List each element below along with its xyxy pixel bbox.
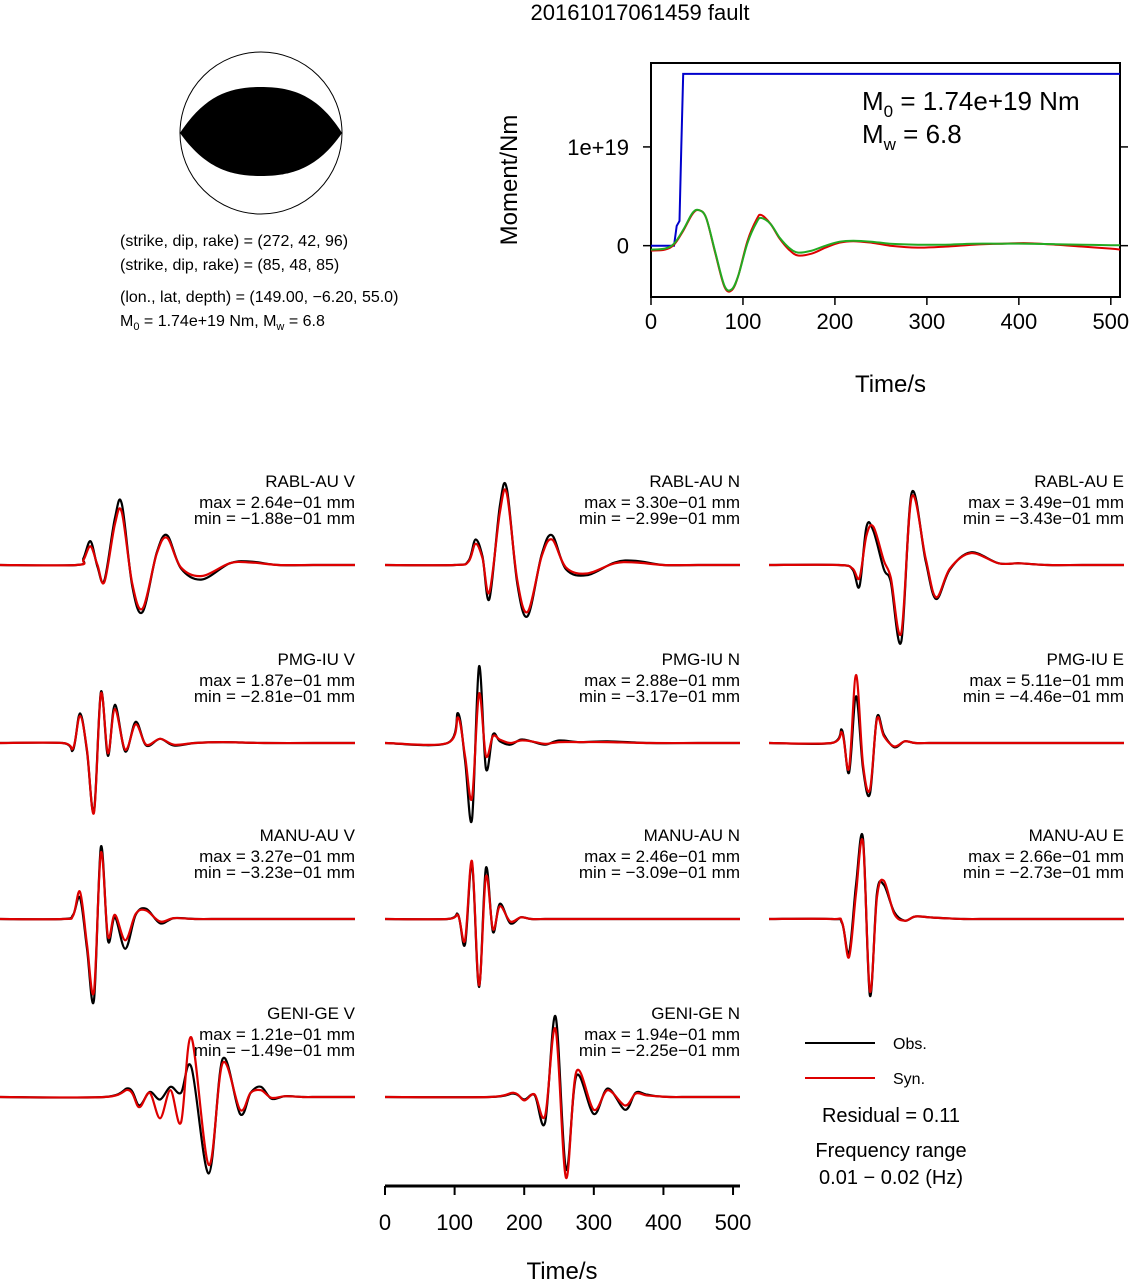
station-label: GENI-GE N [651, 1004, 740, 1023]
frequency-title: Frequency range [815, 1140, 966, 1162]
max-amplitude-label: max = 3.30e−01 mm [584, 493, 740, 512]
synthetic-trace [768, 494, 1124, 637]
max-amplitude-label: max = 2.88e−01 mm [584, 671, 740, 690]
min-amplitude-label: min = −2.81e−01 mm [194, 687, 355, 706]
max-amplitude-label: max = 2.46e−01 mm [584, 847, 740, 866]
legend-syn-label: Syn. [893, 1071, 925, 1088]
min-amplitude-label: min = −4.46e−01 mm [963, 687, 1124, 706]
max-amplitude-label: max = 3.49e−01 mm [968, 493, 1124, 512]
moment-x-tick-label: 500 [1092, 309, 1129, 334]
mechanism-moment-line: M0 = 1.74e+19 Nm, Mw = 6.8 [120, 313, 325, 333]
waveform-x-tick-label: 300 [575, 1210, 612, 1235]
observed-trace [768, 695, 1124, 798]
moment-annotation-m0: M0 = 1.74e+19 Nm [862, 86, 1080, 121]
moment-x-tick-label: 400 [1000, 309, 1037, 334]
moment-plot: 0 100 200 300 400 500 0 1e+19 Time/s Moment/Nm M0 … [496, 62, 1129, 398]
waveform-x-label: Time/s [526, 1258, 597, 1281]
min-amplitude-label: min = −3.23e−01 mm [194, 863, 355, 882]
waveform-x-tick-label: 400 [645, 1210, 682, 1235]
min-amplitude-label: min = −2.25e−01 mm [579, 1041, 740, 1060]
station-label: RABL-AU V [265, 472, 355, 491]
station-label: MANU-AU V [260, 826, 356, 845]
min-amplitude-label: min = −3.43e−01 mm [963, 509, 1124, 528]
station-label: MANU-AU E [1029, 826, 1124, 845]
observed-trace [384, 481, 740, 618]
station-label: PMG-IU V [278, 650, 356, 669]
synthetic-trace [384, 488, 740, 614]
waveform-x-tick-label: 100 [436, 1210, 473, 1235]
max-amplitude-label: max = 2.66e−01 mm [968, 847, 1124, 866]
min-amplitude-label: min = −1.49e−01 mm [194, 1041, 355, 1060]
synthetic-trace [768, 838, 1124, 993]
synthetic-trace [768, 673, 1124, 793]
max-amplitude-label: max = 1.87e−01 mm [199, 671, 355, 690]
synthetic-trace [0, 507, 355, 611]
max-amplitude-label: max = 1.21e−01 mm [199, 1025, 355, 1044]
synthetic-trace [0, 1036, 355, 1167]
waveform-x-tick-label: 200 [506, 1210, 543, 1235]
synthetic-trace [384, 860, 740, 987]
synthetic-trace [0, 691, 355, 815]
moment-x-tick-label: 100 [725, 309, 762, 334]
max-amplitude-label: max = 1.94e−01 mm [584, 1025, 740, 1044]
moment-y-tick-label: 1e+19 [567, 135, 629, 160]
moment-y-tick-label: 0 [617, 234, 629, 259]
min-amplitude-label: min = −2.99e−01 mm [579, 509, 740, 528]
moment-annotation-mw: Mw = 6.8 [862, 119, 962, 154]
legend-obs-label: Obs. [893, 1036, 927, 1053]
moment-plot-frame [650, 62, 1121, 298]
waveform-x-tick-label: 500 [715, 1210, 752, 1235]
station-label: PMG-IU N [662, 650, 740, 669]
waveform-time-axis: 0 100 200 300 400 500 Time/s [379, 1184, 752, 1281]
beachball [179, 51, 343, 215]
station-label: RABL-AU N [649, 472, 740, 491]
observed-trace [0, 690, 355, 814]
legend: Obs. Syn. Residual = 0.11 Frequency rang… [805, 1036, 967, 1189]
frequency-value: 0.01 − 0.02 (Hz) [819, 1167, 963, 1189]
residual-text: Residual = 0.11 [822, 1105, 960, 1127]
max-amplitude-label: max = 3.27e−01 mm [199, 847, 355, 866]
min-amplitude-label: min = −3.17e−01 mm [579, 687, 740, 706]
synthetic-trace [0, 851, 355, 996]
mechanism-line-1: (strike, dip, rake) = (272, 42, 96) [120, 233, 348, 250]
mechanism-line-3: (lon., lat, depth) = (149.00, −6.20, 55.… [120, 289, 398, 306]
moment-y-label: Moment/Nm [496, 115, 523, 246]
figure-title: 20161017061459 fault [531, 0, 750, 25]
waveform-x-tick-label: 0 [379, 1210, 391, 1235]
station-label: GENI-GE V [267, 1004, 356, 1023]
min-amplitude-label: min = −1.88e−01 mm [194, 509, 355, 528]
moment-x-tick-label: 200 [817, 309, 854, 334]
station-label: RABL-AU E [1034, 472, 1124, 491]
mechanism-line-2: (strike, dip, rake) = (85, 48, 85) [120, 257, 339, 274]
min-amplitude-label: min = −2.73e−01 mm [963, 863, 1124, 882]
synthetic-trace [384, 1027, 740, 1179]
moment-series-2 [650, 208, 1120, 292]
synthetic-trace [384, 692, 740, 802]
max-amplitude-label: max = 2.64e−01 mm [199, 493, 355, 512]
station-label: PMG-IU E [1047, 650, 1124, 669]
moment-x-label: Time/s [855, 371, 926, 398]
beachball-compressional-quadrant [180, 87, 342, 176]
station-label: MANU-AU N [644, 826, 740, 845]
moment-x-tick-label: 0 [645, 309, 657, 334]
moment-x-tick-label: 300 [909, 309, 946, 334]
max-amplitude-label: max = 5.11e−01 mm [969, 671, 1124, 690]
min-amplitude-label: min = −3.09e−01 mm [579, 863, 740, 882]
